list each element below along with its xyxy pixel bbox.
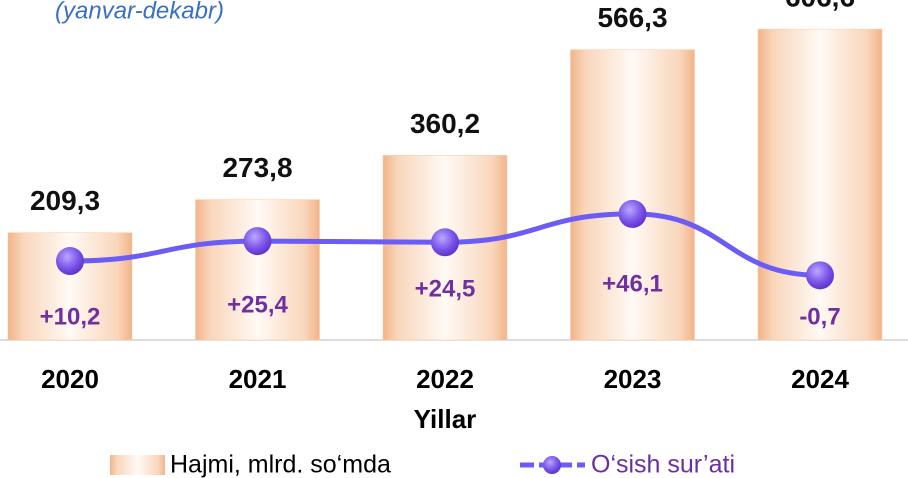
- marker: [806, 261, 834, 290]
- data-label: 566,3: [597, 2, 667, 33]
- data-label: 273,8: [222, 152, 292, 183]
- bar: [757, 28, 883, 341]
- subtitle: (yanvar-dekabr): [55, 0, 224, 24]
- bar: [570, 49, 695, 341]
- x-tick-label: 2021: [229, 364, 287, 394]
- legend-label: O‘sish sur’ati: [591, 451, 735, 478]
- data-label: 606,6: [785, 0, 855, 13]
- data-label: +46,1: [602, 270, 663, 297]
- x-tick-label: 2024: [791, 364, 849, 394]
- data-label: +24,5: [415, 275, 476, 302]
- legend-label: Hajmi, mlrd. so‘mda: [170, 451, 391, 478]
- data-label: -0,7: [799, 303, 840, 330]
- bar: [195, 199, 320, 341]
- data-label: 209,3: [30, 185, 100, 216]
- x-tick-label: 2022: [416, 364, 474, 394]
- x-tick-label: 2023: [604, 364, 662, 394]
- marker: [243, 227, 272, 256]
- x-axis-label: Yillar: [414, 404, 477, 434]
- marker: [431, 228, 459, 257]
- bar: [7, 232, 133, 341]
- data-label: +25,4: [227, 291, 288, 318]
- marker: [56, 247, 84, 276]
- legend-swatch-bar: [110, 455, 165, 475]
- data-label: 360,2: [410, 108, 480, 139]
- marker: [618, 199, 647, 228]
- legend-swatch-marker: [543, 456, 561, 474]
- data-label: +10,2: [40, 303, 101, 330]
- x-tick-label: 2020: [41, 364, 99, 394]
